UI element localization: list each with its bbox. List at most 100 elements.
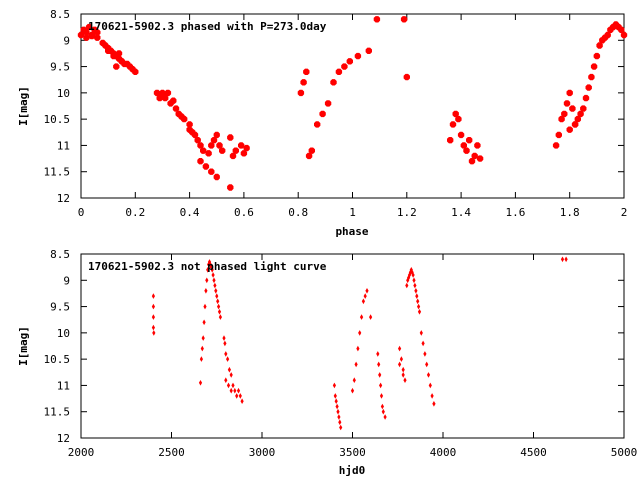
- unphased-data-point: [405, 282, 409, 289]
- phased-data-point: [403, 73, 410, 81]
- phased-data-point: [170, 97, 177, 104]
- phased-data-point: [303, 68, 310, 75]
- phased-data-point: [373, 16, 381, 23]
- unphased-data-point: [354, 361, 358, 368]
- unphased-data-point: [423, 351, 427, 357]
- unphased-data-point: [226, 356, 230, 362]
- phased-data-point: [596, 42, 603, 49]
- unphased-data-point: [217, 309, 222, 315]
- unphased-data-point: [399, 356, 403, 362]
- unphased-data-point: [419, 330, 423, 336]
- phased-data-point: [83, 34, 90, 41]
- phased-x-tick-label: 0.2: [125, 206, 145, 219]
- phased-data-point: [110, 52, 117, 60]
- phased-data-point: [552, 142, 560, 149]
- unphased-data-point: [229, 387, 233, 394]
- phased-x-tick-label: 1.6: [505, 206, 525, 219]
- phased-data-point: [585, 84, 592, 91]
- unphased-data-point: [377, 361, 381, 368]
- unphased-data-point: [336, 408, 340, 415]
- unphased-data-point: [200, 345, 204, 352]
- unphased-data-point: [361, 298, 365, 305]
- phased-data-point: [118, 58, 125, 65]
- unphased-data-point: [352, 377, 356, 383]
- phased-x-tick-label: 0.6: [234, 206, 254, 219]
- phased-data-point: [346, 58, 353, 65]
- phased-data-point: [191, 131, 199, 139]
- unphased-data-point: [218, 314, 222, 320]
- phased-data-point: [449, 121, 457, 128]
- unphased-data-point: [383, 414, 387, 420]
- unphased-data-point: [401, 366, 405, 373]
- unphased-data-point: [206, 267, 210, 273]
- phased-data-point: [208, 142, 215, 149]
- unphased-data-point: [398, 345, 402, 352]
- phased-data-point: [457, 131, 465, 139]
- unphased-data-point: [425, 361, 429, 368]
- phased-data-point: [162, 94, 169, 102]
- phased-x-tick-label: 1: [349, 206, 356, 219]
- phased-data-point: [240, 150, 248, 157]
- unphased-data-point: [369, 314, 373, 320]
- unphased-data-point: [432, 401, 436, 407]
- phased-data-point: [577, 110, 584, 118]
- phased-data-point: [561, 110, 568, 118]
- unphased-data-point: [236, 387, 241, 394]
- unphased-data-point: [333, 393, 337, 399]
- unphased-data-point: [235, 393, 239, 399]
- phased-data-point: [94, 34, 101, 41]
- phased-data-point: [460, 142, 467, 149]
- phased-data-point: [580, 105, 587, 112]
- phased-data-point: [243, 144, 250, 152]
- phased-data-point: [77, 31, 85, 39]
- unphased-data-point: [358, 330, 362, 336]
- unphased-data-point: [337, 414, 341, 420]
- unphased-y-tick-label: 11.5: [44, 406, 71, 419]
- phased-data-point: [593, 52, 601, 60]
- unphased-data-point: [214, 288, 218, 294]
- phased-data-point: [229, 152, 237, 160]
- unphased-data-point: [335, 403, 339, 410]
- phased-data-point: [216, 142, 223, 149]
- phased-data-point: [590, 63, 598, 70]
- phased-y-tick-label: 10: [57, 87, 70, 100]
- phased-data-point: [582, 94, 590, 102]
- unphased-data-point: [233, 387, 237, 394]
- unphased-data-point: [224, 377, 228, 383]
- unphased-data-point: [332, 382, 336, 389]
- phased-data-point: [620, 31, 628, 39]
- unphased-data-point: [207, 259, 212, 265]
- phased-y-ticks: 8.5 9 9.5 10 10.5 11 11.5 12: [44, 8, 624, 205]
- unphased-x-tick-label: 2500: [158, 446, 185, 459]
- unphased-data-point: [379, 382, 383, 389]
- unphased-y-tick-label: 10: [57, 327, 70, 340]
- unphased-data-point: [223, 340, 227, 347]
- phased-data-point: [194, 137, 201, 144]
- phased-data-point: [468, 158, 476, 165]
- phased-y-tick-label: 9.5: [50, 61, 70, 74]
- phased-data-point: [219, 147, 226, 154]
- unphased-data-point: [151, 293, 155, 299]
- phased-data-point: [555, 131, 562, 139]
- unphased-data-point: [411, 272, 415, 278]
- unphased-x-tick-label: 4500: [520, 446, 547, 459]
- unphased-data-point: [376, 351, 380, 357]
- unphased-data-point: [240, 398, 244, 404]
- phased-data-point: [85, 23, 93, 31]
- unphased-light-curve-panel: 2000 2500 3000 3500 4000 4500 5000 8.5 9 9.5 10 10…: [17, 248, 637, 477]
- unphased-data-point: [413, 282, 417, 289]
- phased-data-point: [213, 173, 220, 181]
- unphased-y-ticks: 8.5 9 9.5 10 10.5 11 11.5 12: [44, 248, 624, 445]
- unphased-data-point: [412, 277, 416, 284]
- phased-data-point: [471, 152, 478, 160]
- unphased-x-tick-label: 3500: [339, 446, 366, 459]
- phased-data-point: [197, 142, 204, 149]
- phased-data-point: [297, 89, 305, 97]
- phased-data-point: [205, 150, 212, 157]
- unphased-data-point: [426, 372, 431, 378]
- phased-data-point: [232, 147, 239, 154]
- phased-data-point: [324, 100, 332, 107]
- unphased-data-point: [210, 267, 214, 273]
- phased-data-point: [94, 29, 101, 36]
- phased-data-point: [164, 89, 172, 97]
